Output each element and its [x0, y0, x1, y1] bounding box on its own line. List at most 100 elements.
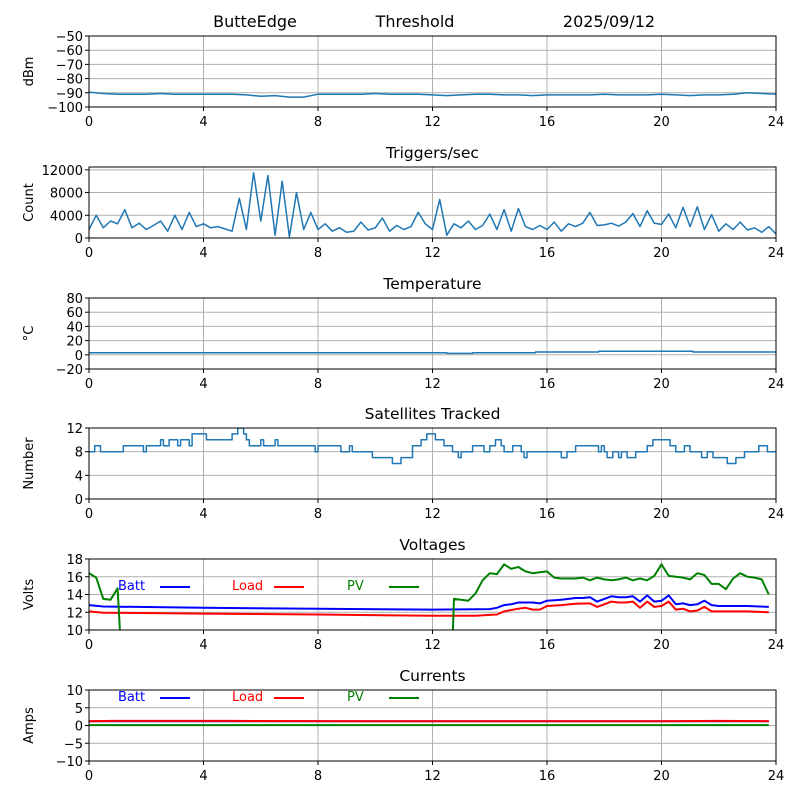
panel-title: Currents — [399, 667, 465, 685]
x-tick-label: 4 — [199, 638, 207, 653]
x-tick-label: 0 — [85, 638, 93, 653]
x-tick-label: 16 — [539, 246, 556, 261]
y-tick-label: −20 — [56, 363, 83, 378]
axes-frame — [88, 297, 777, 370]
y-tick-label: 16 — [66, 571, 83, 586]
legend: Batt Load PV — [118, 579, 419, 594]
y-tick-label: 12 — [66, 606, 83, 621]
x-tick-label: 16 — [539, 115, 556, 130]
panel-currents: 0 4 8 12 16 20 24 −10 −5 0 5 10 Currents Amps Batt Load… — [22, 667, 784, 784]
y-tick-label: 0 — [75, 493, 83, 508]
x-tick-label: 8 — [314, 638, 322, 653]
series-line-triggers — [89, 171, 776, 238]
x-tick-label: 8 — [314, 507, 322, 522]
y-axis-label: Amps — [22, 707, 37, 744]
y-tick-label: 20 — [66, 335, 83, 350]
legend-label-pv: PV — [347, 579, 364, 594]
x-tick-label: 12 — [424, 115, 441, 130]
axes-frame — [88, 427, 777, 500]
y-tick-label: −50 — [56, 30, 83, 45]
x-tick-label: 24 — [768, 507, 785, 522]
x-tick-label: 0 — [85, 115, 93, 130]
axes-frame — [88, 166, 777, 239]
axes-frame — [88, 35, 777, 108]
panel-title: Satellites Tracked — [365, 405, 501, 423]
x-tick-label: 0 — [85, 769, 93, 784]
x-tick-label: 16 — [539, 769, 556, 784]
y-axis-label: Number — [22, 437, 37, 490]
x-tick-label: 20 — [653, 507, 670, 522]
axes-frame — [88, 689, 777, 762]
x-tick-label: 12 — [424, 638, 441, 653]
panel-dbm: 0 4 8 12 16 20 24 −100−90−80−70−60−50 dBm — [22, 30, 784, 130]
x-tick-label: 4 — [199, 769, 207, 784]
legend-label-load: Load — [232, 579, 263, 594]
y-axis-label: Volts — [22, 579, 37, 611]
series-line-temperature — [89, 350, 776, 355]
series-line-rssi — [89, 91, 776, 98]
y-tick-label: −100 — [47, 101, 83, 116]
y-tick-label: 8 — [75, 446, 83, 461]
x-tick-label: 24 — [768, 377, 785, 392]
y-tick-label: −10 — [56, 755, 83, 770]
x-tick-label: 20 — [653, 246, 670, 261]
legend-label-batt: Batt — [118, 579, 145, 594]
y-tick-label: −70 — [56, 58, 83, 73]
x-tick-label: 16 — [539, 377, 556, 392]
x-tick-label: 8 — [314, 115, 322, 130]
y-tick-label: 4 — [75, 469, 83, 484]
y-tick-label: 80 — [66, 292, 83, 307]
series-line-satellites — [89, 428, 776, 465]
x-tick-label: 8 — [314, 769, 322, 784]
x-tick-label: 20 — [653, 769, 670, 784]
series-line-load — [89, 600, 769, 617]
legend-label-pv: PV — [347, 690, 364, 705]
x-tick-label: 0 — [85, 507, 93, 522]
y-tick-label: 40 — [66, 320, 83, 335]
axes-frame — [88, 558, 777, 631]
x-tick-label: 8 — [314, 246, 322, 261]
x-tick-label: 8 — [314, 377, 322, 392]
y-tick-label: 14 — [66, 589, 83, 604]
panel-voltages: 0 4 8 12 16 20 24 10 12 14 16 18 Voltages Volts Batt Lo… — [22, 536, 785, 653]
y-tick-label: −90 — [56, 87, 83, 102]
x-tick-label: 24 — [768, 115, 785, 130]
header-mode: Threshold — [375, 12, 455, 31]
x-tick-label: 20 — [653, 377, 670, 392]
x-tick-label: 12 — [424, 507, 441, 522]
x-tick-label: 20 — [653, 115, 670, 130]
legend-label-batt: Batt — [118, 690, 145, 705]
x-tick-label: 16 — [539, 638, 556, 653]
x-tick-label: 12 — [424, 769, 441, 784]
panel-satellites-tracked: 0 4 8 12 16 20 24 0 4 8 12 Satellites Tracked Number — [22, 405, 784, 522]
x-tick-label: 0 — [85, 246, 93, 261]
y-axis-label: °C — [22, 326, 37, 342]
x-tick-label: 24 — [768, 638, 785, 653]
panel-title: Voltages — [399, 536, 465, 554]
y-tick-label: 12000 — [42, 164, 83, 179]
y-axis-label: dBm — [22, 57, 37, 87]
series-line-batt — [89, 594, 769, 611]
x-tick-label: 24 — [768, 769, 785, 784]
x-tick-label: 4 — [199, 377, 207, 392]
y-tick-label: −80 — [56, 73, 83, 88]
x-tick-label: 24 — [768, 246, 785, 261]
x-tick-label: 12 — [424, 246, 441, 261]
legend: Batt Load PV — [118, 690, 419, 705]
x-tick-label: 0 — [85, 377, 93, 392]
y-tick-label: 0 — [75, 720, 83, 735]
x-tick-label: 4 — [199, 507, 207, 522]
header-station: ButteEdge — [213, 12, 297, 31]
y-tick-label: −60 — [56, 44, 83, 59]
legend-label-load: Load — [232, 690, 263, 705]
y-axis-label: Count — [22, 183, 37, 222]
y-tick-label: 60 — [66, 306, 83, 321]
y-tick-label: 12 — [66, 422, 83, 437]
panel-title: Temperature — [382, 275, 481, 293]
y-tick-label: 5 — [75, 702, 83, 717]
x-tick-label: 4 — [199, 246, 207, 261]
panel-title: Triggers/sec — [385, 144, 479, 162]
y-tick-label: 0 — [75, 232, 83, 247]
